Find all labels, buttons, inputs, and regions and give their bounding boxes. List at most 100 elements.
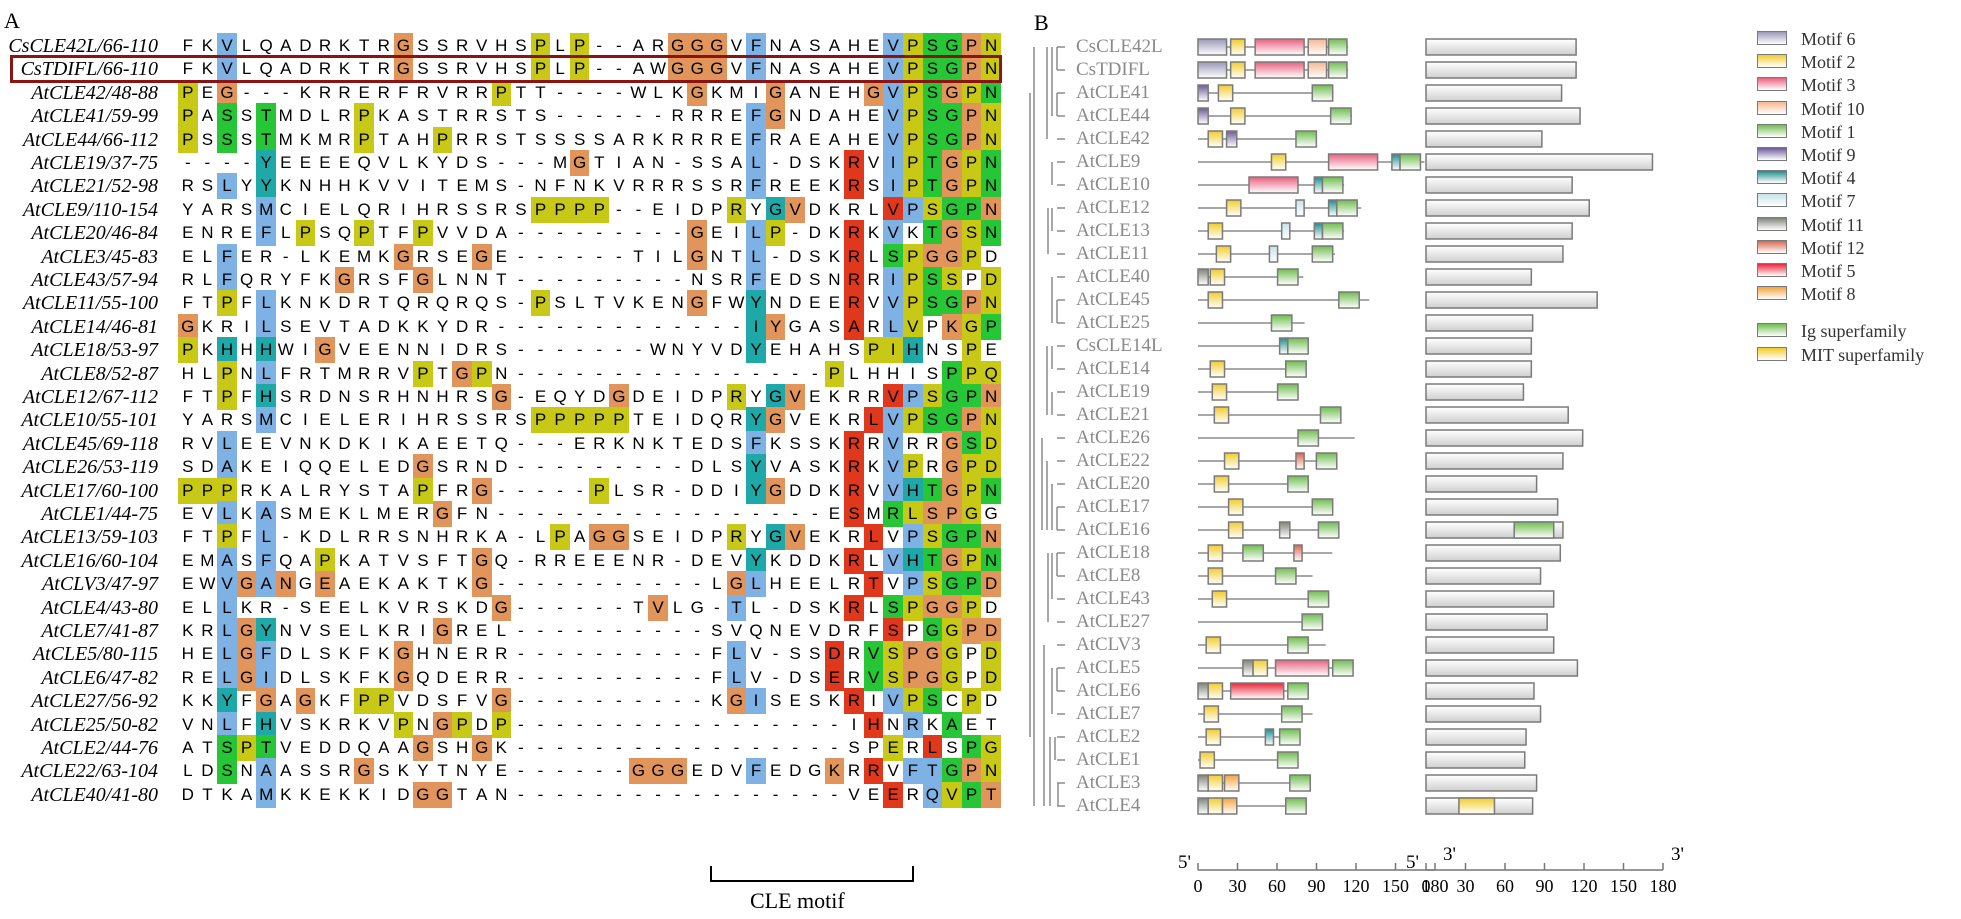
axis-tick-label: 90 (1308, 876, 1326, 896)
gene-name: CsCLE42L (1076, 36, 1163, 57)
residue: P (961, 243, 982, 270)
residue: - (694, 714, 701, 734)
residue: V (730, 59, 743, 79)
residue: K (201, 316, 214, 336)
residue: K (613, 433, 625, 453)
residue: G (393, 664, 414, 691)
residue: N (495, 363, 508, 383)
panel-b-label: B (1034, 10, 1049, 35)
residue: - (635, 457, 642, 477)
residue: P (491, 711, 512, 738)
axis-5prime-label: 5' (1178, 852, 1191, 873)
residue: F (217, 243, 237, 270)
motif-12-block (1295, 452, 1305, 470)
residue: R (318, 36, 332, 55)
residue: R (455, 36, 469, 55)
residue: A (217, 454, 237, 481)
residue: P (942, 501, 962, 527)
residue: E (730, 129, 743, 149)
residue: L (300, 480, 311, 500)
residue: R (377, 199, 390, 219)
motif-2-block (1207, 567, 1224, 585)
residue: R (730, 270, 743, 289)
residue: K (280, 176, 292, 196)
residue: Q (749, 621, 763, 640)
residue: R (358, 363, 371, 383)
residue: R (358, 293, 371, 313)
gene-name: AtCLE42 (1076, 128, 1150, 149)
residue: R (299, 387, 312, 406)
residue: T (378, 129, 389, 149)
residue: L (555, 36, 565, 55)
residue: Y (280, 270, 292, 289)
residue: P (961, 735, 982, 761)
residue: D (632, 387, 645, 406)
residue: V (883, 56, 903, 83)
residue: - (674, 784, 681, 804)
residue: Y (691, 340, 703, 360)
residue: - (831, 738, 838, 757)
residue: Q (553, 387, 567, 406)
axis-tick-label: 180 (1650, 876, 1677, 896)
residue: - (655, 621, 661, 640)
residue: G (687, 243, 708, 270)
motif-2-block (1229, 61, 1246, 79)
residue: I (381, 433, 387, 453)
residue: N (632, 433, 645, 453)
residue: I (420, 176, 426, 196)
gene-name: AtCLE20 (1076, 473, 1150, 494)
residue: N (981, 547, 1001, 574)
residue: K (867, 223, 880, 243)
residue: - (518, 738, 524, 757)
residue: N (887, 714, 900, 734)
residue: A (574, 527, 586, 547)
residue: - (655, 363, 661, 383)
axis-tick-label: 0 (1194, 876, 1203, 896)
residue: H (495, 59, 508, 79)
residue: - (537, 691, 544, 711)
residue: - (655, 667, 661, 687)
residue: N (808, 82, 821, 102)
residue: N (981, 477, 1001, 504)
gene-name: AtCLE4 (1076, 795, 1141, 816)
residue: S (378, 761, 390, 781)
residue: S (632, 480, 645, 500)
residue: V (942, 781, 962, 808)
residue: - (537, 621, 544, 640)
residue: G (808, 761, 822, 781)
residue: R (377, 36, 390, 55)
residue: D (808, 223, 821, 243)
residue: I (420, 621, 426, 640)
residue: N (632, 550, 645, 570)
residue: - (753, 738, 759, 757)
residue: E (652, 387, 664, 406)
residue: H (495, 36, 508, 55)
residue: R (593, 433, 606, 453)
residue: E (182, 550, 194, 570)
panel-a-alignment: A CsCLE42L/66-110 F K V L Q A D R K T R G S S R V H S P L P - -… (0, 8, 1010, 913)
sequence-name: AtCLE10/55-101 (21, 409, 158, 432)
motif-2-block (1213, 406, 1230, 424)
residue: E (378, 457, 390, 477)
residue: - (772, 644, 779, 664)
residue: K (828, 246, 841, 266)
residue: S (217, 126, 237, 153)
residue: G (687, 290, 708, 317)
residue: - (616, 223, 622, 243)
motif-1-block (1311, 245, 1334, 263)
residue: G (726, 571, 747, 598)
residue: L (922, 735, 943, 761)
residue: Q (396, 293, 410, 313)
residue: - (792, 738, 799, 757)
residue: G (471, 571, 492, 598)
residue: G (942, 641, 962, 668)
residue: M (729, 82, 744, 102)
residue: L (300, 246, 311, 266)
residue: R (455, 82, 469, 102)
alignment-row: CsCLE42L/66-110 F K V L Q A D R K T R G S S R V H S P L P - - A R… (0, 33, 1010, 59)
residue: Y (256, 150, 276, 176)
residue: G (942, 664, 962, 691)
residue: G (432, 618, 453, 644)
